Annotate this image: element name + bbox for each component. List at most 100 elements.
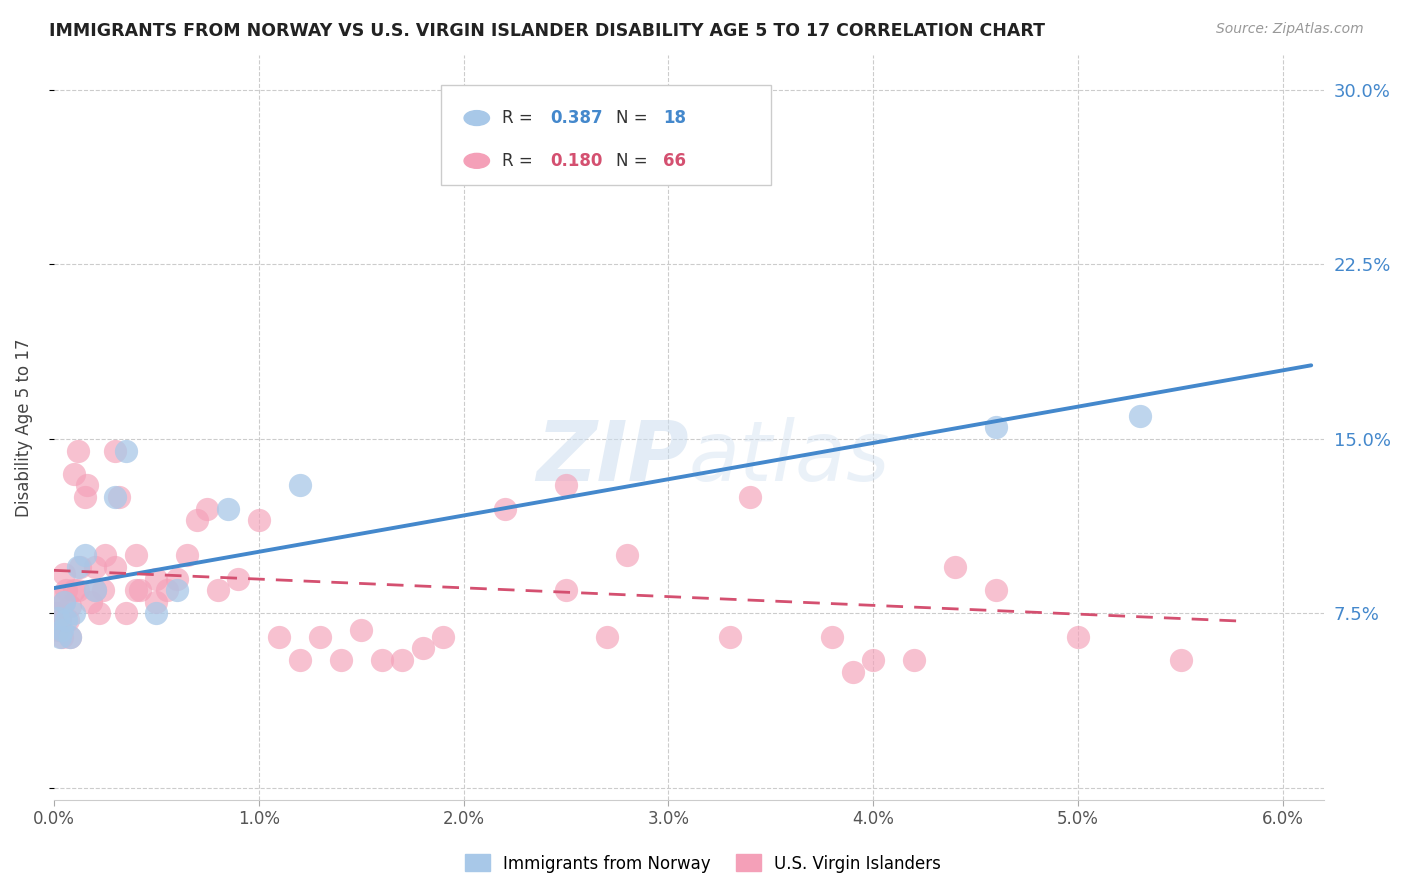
Point: [391, 653, 413, 667]
Point: [226, 572, 249, 586]
Text: 0.180: 0.180: [550, 152, 603, 169]
Point: [903, 653, 925, 667]
Point: [186, 513, 208, 527]
Point: [821, 630, 844, 644]
Point: [108, 490, 131, 504]
Point: [217, 501, 239, 516]
Text: R =: R =: [502, 109, 538, 127]
Text: ZIP: ZIP: [536, 417, 689, 498]
Point: [197, 501, 219, 516]
Point: [83, 560, 105, 574]
Point: [943, 560, 966, 574]
Point: [1128, 409, 1150, 423]
Point: [862, 653, 884, 667]
Legend: Immigrants from Norway, U.S. Virgin Islanders: Immigrants from Norway, U.S. Virgin Isla…: [458, 847, 948, 880]
Text: IMMIGRANTS FROM NORWAY VS U.S. VIRGIN ISLANDER DISABILITY AGE 5 TO 17 CORRELATIO: IMMIGRANTS FROM NORWAY VS U.S. VIRGIN IS…: [49, 22, 1045, 40]
Point: [494, 501, 516, 516]
Point: [288, 653, 311, 667]
Circle shape: [464, 111, 489, 126]
Point: [125, 583, 148, 598]
Point: [67, 583, 90, 598]
Point: [350, 623, 373, 637]
Point: [269, 630, 291, 644]
Point: [145, 607, 167, 621]
Point: [76, 478, 98, 492]
Point: [145, 595, 167, 609]
Point: [145, 572, 167, 586]
Circle shape: [464, 153, 489, 169]
Point: [432, 630, 454, 644]
Text: R =: R =: [502, 152, 538, 169]
Point: [45, 607, 67, 621]
Point: [984, 420, 1007, 434]
Text: 0.387: 0.387: [550, 109, 603, 127]
Point: [63, 607, 86, 621]
Point: [555, 478, 578, 492]
Point: [83, 583, 105, 598]
Point: [56, 614, 79, 628]
Point: [309, 630, 332, 644]
Point: [288, 478, 311, 492]
Point: [91, 583, 114, 598]
Point: [63, 467, 86, 481]
Point: [370, 653, 392, 667]
Point: [83, 583, 105, 598]
Point: [104, 560, 127, 574]
Point: [155, 583, 177, 598]
Point: [59, 630, 82, 644]
FancyBboxPatch shape: [441, 85, 772, 186]
Point: [166, 583, 188, 598]
Point: [104, 490, 127, 504]
Text: Source: ZipAtlas.com: Source: ZipAtlas.com: [1216, 22, 1364, 37]
Point: [166, 572, 188, 586]
Point: [46, 590, 69, 604]
Point: [114, 607, 136, 621]
Point: [49, 630, 72, 644]
Y-axis label: Disability Age 5 to 17: Disability Age 5 to 17: [15, 338, 32, 516]
Point: [51, 623, 73, 637]
Point: [1067, 630, 1090, 644]
Text: N =: N =: [616, 152, 654, 169]
Point: [53, 566, 76, 581]
Point: [69, 560, 91, 574]
Point: [67, 443, 90, 458]
Point: [55, 614, 77, 628]
Point: [616, 549, 638, 563]
Text: 18: 18: [664, 109, 686, 127]
Point: [59, 630, 82, 644]
Point: [176, 549, 198, 563]
Point: [46, 611, 69, 625]
Point: [247, 513, 270, 527]
Text: atlas: atlas: [689, 417, 890, 498]
Point: [984, 583, 1007, 598]
Point: [80, 595, 103, 609]
Text: 66: 66: [664, 152, 686, 169]
Point: [114, 443, 136, 458]
Point: [718, 630, 741, 644]
Point: [412, 641, 434, 656]
Point: [329, 653, 352, 667]
Point: [53, 595, 76, 609]
Point: [53, 595, 76, 609]
Point: [104, 443, 127, 458]
Point: [63, 583, 86, 598]
Point: [94, 549, 117, 563]
Point: [67, 560, 90, 574]
Point: [740, 490, 762, 504]
Point: [73, 549, 96, 563]
Point: [49, 614, 72, 628]
Text: N =: N =: [616, 109, 654, 127]
Point: [128, 583, 150, 598]
Point: [1170, 653, 1192, 667]
Point: [596, 630, 619, 644]
Point: [51, 630, 73, 644]
Point: [472, 153, 495, 167]
Point: [73, 490, 96, 504]
Point: [207, 583, 229, 598]
Point: [46, 623, 69, 637]
Point: [59, 599, 82, 614]
Point: [55, 583, 77, 598]
Point: [125, 549, 148, 563]
Point: [87, 607, 110, 621]
Point: [555, 583, 578, 598]
